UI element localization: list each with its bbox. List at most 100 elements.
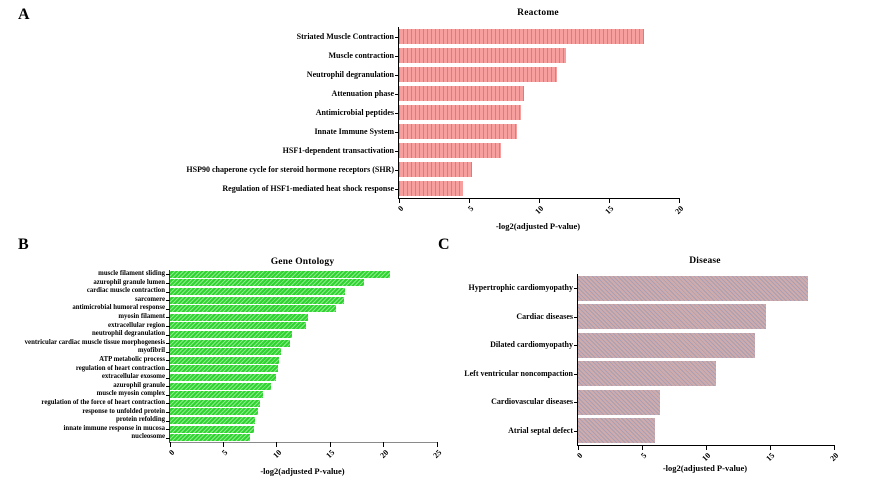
x-axis-tick [468,198,470,203]
y-axis-tick [166,437,170,439]
category-label: Muscle contraction [328,51,394,60]
category-label: nucleosome [131,433,165,441]
y-axis-tick [395,112,399,114]
y-axis-tick [166,429,170,431]
y-axis-tick [166,317,170,319]
bar [170,348,282,356]
panel-label-b: B [18,236,29,253]
bar [399,67,558,82]
bar [578,304,767,330]
bar [170,408,258,416]
category-label: HSP90 chaperone cycle for steroid hormon… [186,165,394,174]
bar [170,391,263,399]
bar [170,270,390,278]
x-axis-tick [276,442,278,447]
y-axis-tick [166,403,170,405]
x-axis-tick [641,445,643,450]
x-axis-label-gene-ontology: -log2(adjusted P-value) [260,466,345,476]
bar [170,279,365,287]
plot-area-gene-ontology: muscle filament sliding azurophil granule… [25,270,443,460]
y-axis-tick [395,74,399,76]
chart-title-gene-ontology: Gene Ontology [270,257,335,267]
x-axis-tick [678,198,680,203]
x-axis-tick [169,442,171,447]
category-label: ATP metabolic process [99,356,165,363]
bar [578,418,655,444]
category-label: Neutrophil degranulation [306,70,394,79]
y-axis-tick [395,93,399,95]
y-axis-tick [166,343,170,345]
bar [170,382,272,390]
category-label: Hypertrophic cardiomyopathy [468,283,573,292]
y-axis-tick [166,325,170,327]
bar [399,48,566,63]
x-axis-tick [329,442,331,447]
y-axis-tick [395,169,399,171]
y-axis-tick [166,420,170,422]
x-axis-label-disease: -log2(adjusted P-value) [662,463,748,473]
bar [170,331,292,338]
y-axis-tick [574,373,578,375]
chart-title-reactome: Reactome [517,8,559,18]
bar [170,425,255,433]
category-label: Cardiovascular diseases [491,397,573,406]
category-label: response to unfolded protein [82,407,165,415]
bar [170,374,276,381]
y-axis-tick [395,150,399,152]
bar [578,332,755,358]
category-label: regulation of the force of heart contrac… [41,399,165,406]
plot-area-reactome: Striated Muscle Contraction Muscle contra… [186,27,685,216]
category-label: myosin filament [118,313,165,320]
category-label: neutrophil degranulation [92,330,165,338]
y-axis-tick [166,291,170,293]
bar [399,143,502,158]
category-label: azurophil granule lumen [93,278,165,286]
category-label: sarcomere [135,295,165,303]
y-axis-tick [395,36,399,38]
bar [399,181,464,196]
y-axis-tick [166,334,170,336]
y-axis-tick [166,386,170,388]
y-axis-tick [166,360,170,362]
x-axis-tick [538,198,540,203]
x-axis-tick [577,445,579,450]
y-axis-tick [166,368,170,370]
category-label: Dilated cardiomyopathy [490,340,573,349]
category-label: extracellular exosome [101,373,165,381]
x-axis-tick [833,445,835,450]
y-axis-tick [574,430,578,432]
bar [170,288,346,295]
y-axis-tick [166,351,170,353]
bar [170,313,308,321]
x-axis-tick [398,198,400,203]
category-label: Regulation of HSF1-mediated heat shock r… [222,184,394,193]
bar [578,361,717,387]
y-axis-tick [166,377,170,379]
x-axis-tick [222,442,224,447]
category-label: myofibril [137,347,165,355]
category-label: Left ventricular noncompaction [464,368,573,378]
category-label: cardiac muscle contraction [86,287,165,295]
bar [170,305,336,313]
bar [170,434,251,442]
y-axis-tick [395,55,399,57]
x-axis-tick [608,198,610,203]
bar [399,86,524,101]
category-label: Atrial septal defect [508,425,573,435]
bar [170,365,278,373]
panel-label-c: C [438,236,450,253]
bar [399,29,644,44]
bar [170,296,345,304]
category-label: antimicrobial humoral response [72,304,165,312]
bar [578,275,809,301]
y-axis-tick [574,402,578,404]
bar [170,356,279,364]
category-label: Innate Immune System [314,127,394,136]
category-label: extracellular region [108,321,165,329]
y-axis-tick [395,131,399,133]
y-axis-tick [166,274,170,276]
bar [170,322,306,330]
bar [399,124,517,139]
bar [399,105,521,120]
